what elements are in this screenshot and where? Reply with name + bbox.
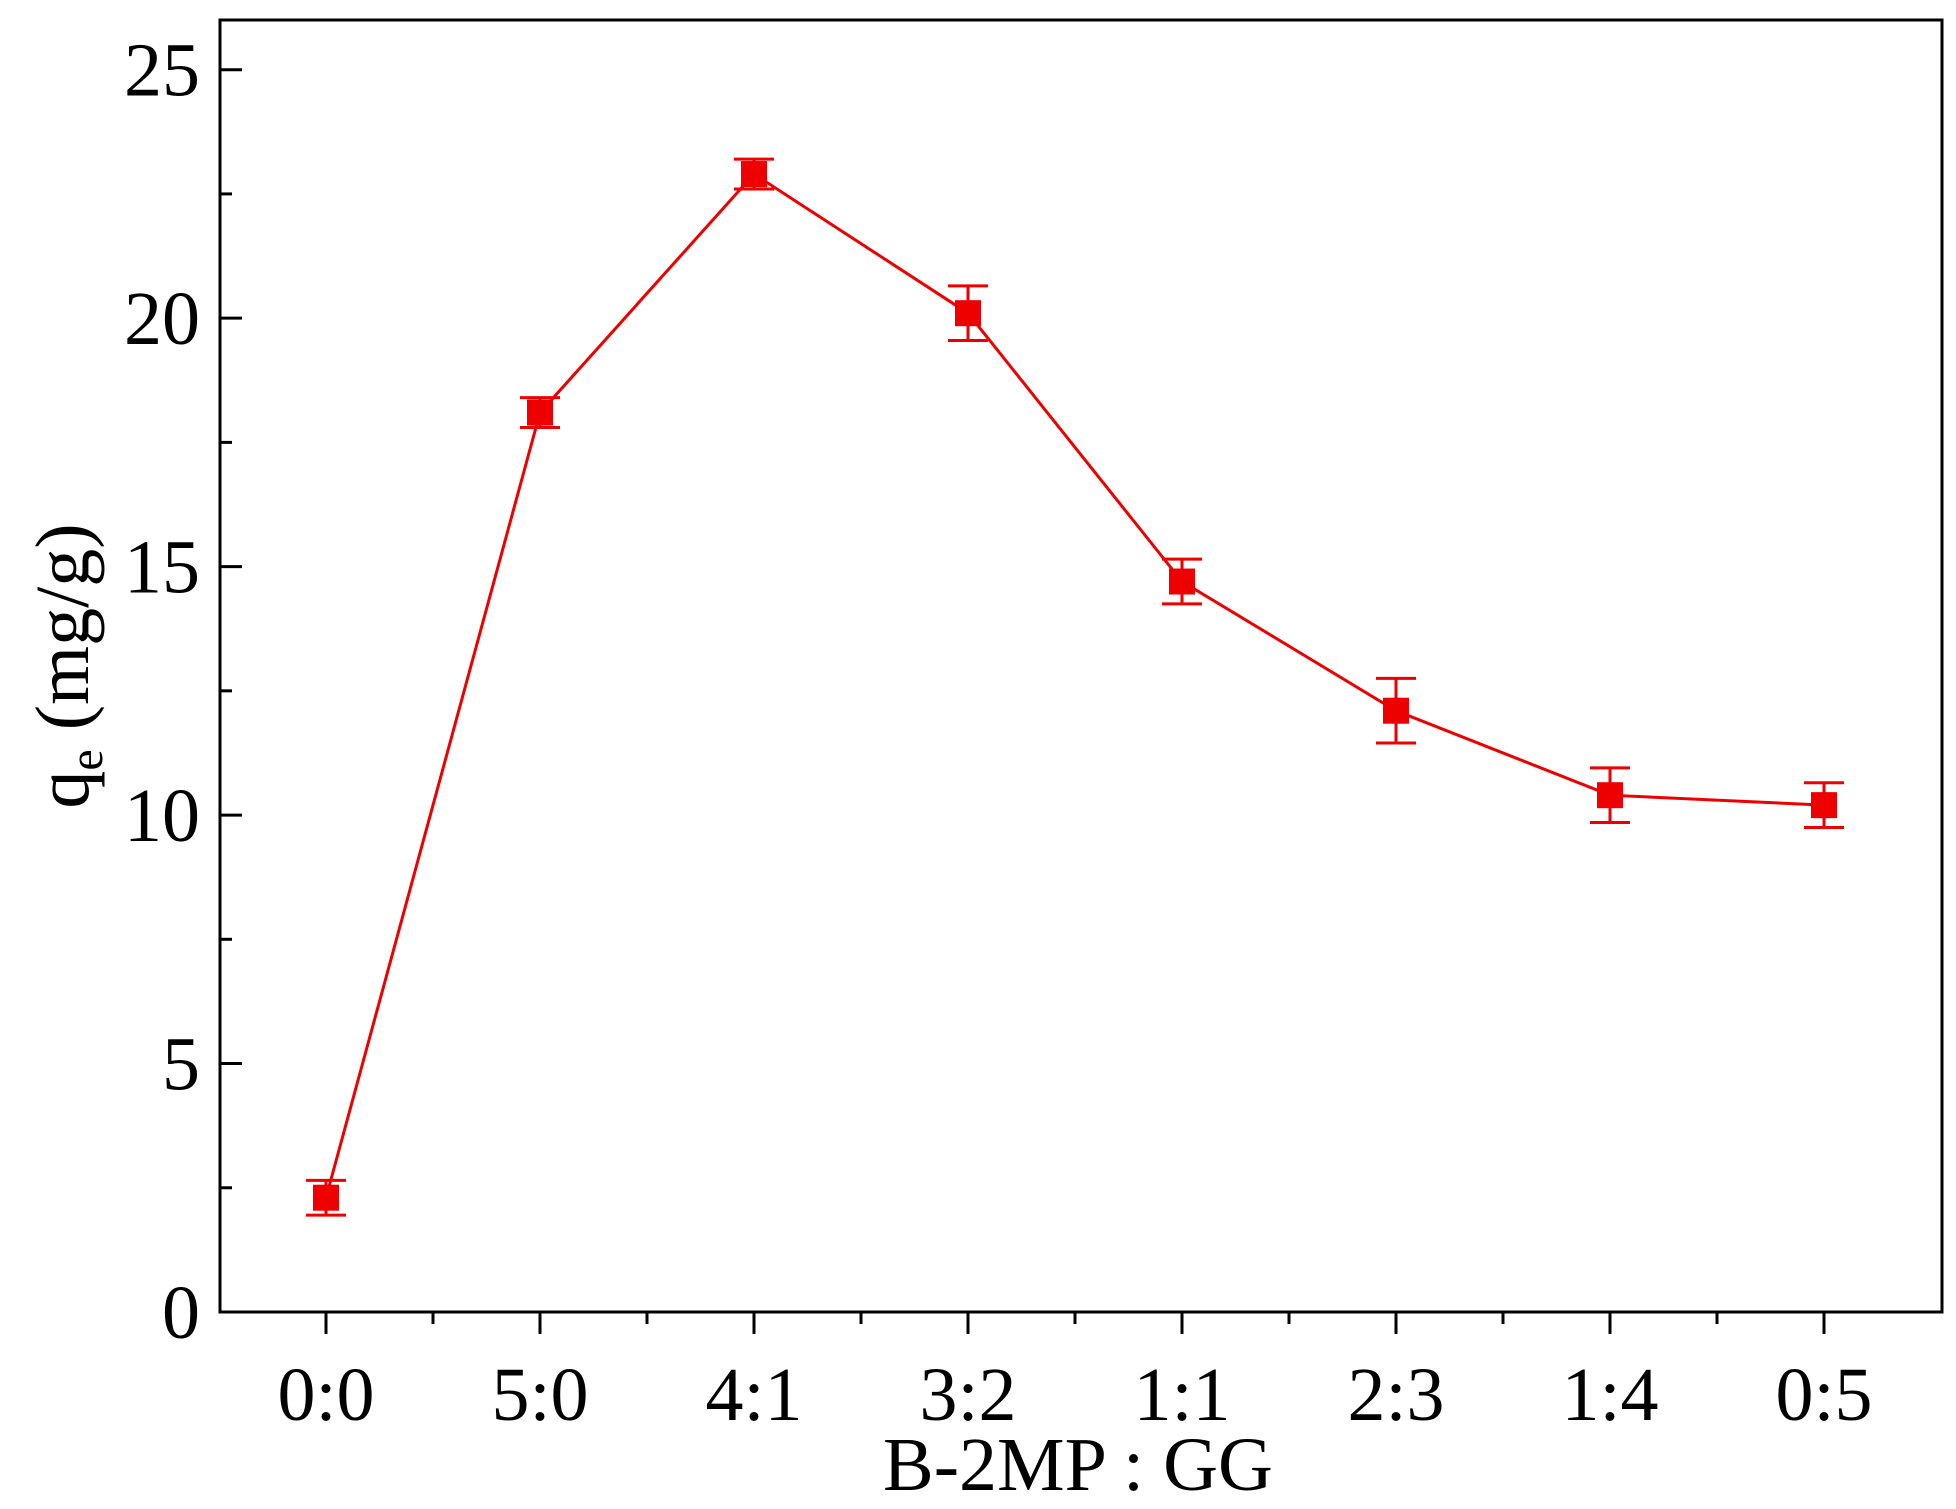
y-tick-label: 25 [124,29,200,113]
series-line [324,172,1825,1199]
y-axis: 0 5 10 15 20 25 [124,29,242,1355]
y-tick-label: 10 [124,774,200,858]
x-tick-label: 0:5 [1775,1353,1872,1437]
data-point [1169,568,1195,595]
x-axis-title: B-2MP : GG [883,1423,1273,1507]
x-tick-label: 1:1 [1133,1353,1230,1437]
data-point [741,161,767,188]
data-point [955,300,981,327]
x-tick-label: 3:2 [919,1353,1016,1437]
y-axis-title-subscript: e [60,749,113,770]
data-point [313,1184,339,1211]
y-axis-title: qe (mg/g) [21,523,113,808]
data-point [1597,782,1623,809]
x-tick-label: 0:0 [277,1353,374,1437]
y-axis-title-base: q [21,771,105,809]
y-tick-label: 20 [124,277,200,361]
data-point [1811,792,1837,819]
x-tick-label: 4:1 [705,1353,802,1437]
y-tick-label: 15 [124,526,200,610]
y-tick-label: 0 [162,1271,200,1355]
x-tick-label: 5:0 [491,1353,588,1437]
x-tick-label: 1:4 [1561,1353,1658,1437]
data-point [1383,697,1409,724]
data-point [527,399,553,426]
y-axis-title-unit: (mg/g) [21,523,105,749]
plot-frame [218,18,1944,1314]
y-tick-label: 5 [162,1023,200,1107]
x-axis: 0:0 5:0 4:1 3:2 1:1 2:3 1:4 0:5 [277,1312,1873,1437]
x-tick-label: 2:3 [1347,1353,1444,1437]
series-layer [306,157,1844,1217]
